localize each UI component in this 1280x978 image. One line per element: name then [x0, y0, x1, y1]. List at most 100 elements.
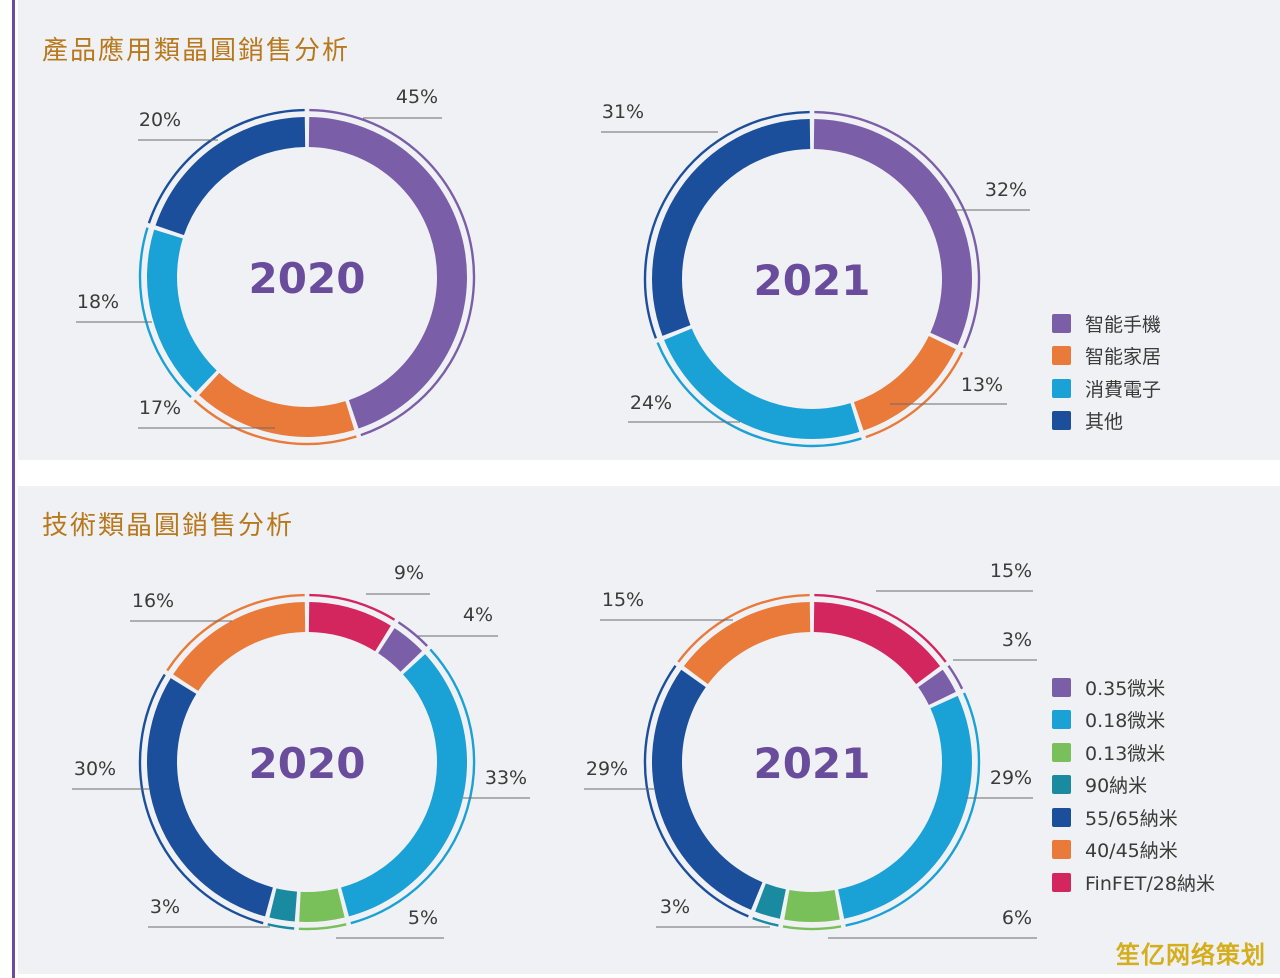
data-label: 30% — [74, 758, 116, 780]
donut-outer-ring — [138, 227, 192, 398]
data-label: 29% — [586, 758, 628, 780]
donut-slice — [651, 119, 811, 336]
center-year-label: 2020 — [249, 254, 366, 303]
donut-outer-ring — [397, 621, 428, 647]
legend-label: 0.13微米 — [1085, 742, 1166, 765]
data-label: 45% — [396, 86, 438, 108]
data-label: 3% — [1002, 629, 1032, 651]
legend-swatch — [1052, 840, 1071, 860]
donut-slice — [813, 119, 973, 346]
data-label: 15% — [602, 589, 644, 611]
legend-item: 55/65納米 — [1052, 801, 1215, 834]
legend-label: 55/65納米 — [1085, 807, 1178, 830]
donut-outer-ring — [350, 648, 476, 925]
donut-slice — [147, 229, 217, 393]
data-label: 33% — [485, 767, 527, 789]
watermark: 笙亿网络策划 — [1116, 941, 1266, 969]
data-label: 20% — [139, 109, 181, 131]
donut-outer-ring — [643, 665, 749, 918]
data-label: 17% — [139, 397, 181, 419]
donut-slice — [755, 883, 786, 919]
data-label: 6% — [1002, 907, 1032, 929]
legend-item: 智能手機 — [1052, 307, 1161, 340]
legend-label: 0.35微米 — [1085, 677, 1166, 700]
legend-label: 其他 — [1085, 411, 1124, 434]
data-label: 31% — [602, 101, 644, 123]
donut-slice — [269, 888, 298, 922]
donut-slice — [813, 602, 941, 685]
donut-outer-ring — [147, 108, 305, 224]
donut-outer-ring — [656, 342, 862, 448]
donut-slice — [308, 117, 467, 429]
data-label: 15% — [990, 560, 1032, 582]
donut-slice — [652, 669, 763, 910]
legend-swatch — [1052, 411, 1071, 431]
donut-slice — [918, 669, 956, 706]
legend-swatch — [1052, 872, 1071, 892]
product-section-title: 產品應用類晶圓銷售分析 — [42, 36, 351, 66]
donut-slice — [664, 328, 860, 439]
donut-outer-ring — [309, 108, 476, 437]
data-label: 9% — [394, 562, 424, 584]
legend-item: FinFET/28納米 — [1052, 866, 1215, 899]
data-label: 18% — [77, 291, 119, 313]
donut-slice — [155, 117, 306, 236]
center-year-label: 2021 — [754, 256, 871, 305]
left-accent-bar — [12, 0, 15, 978]
legend-swatch — [1052, 775, 1071, 795]
legend-swatch — [1052, 346, 1071, 366]
donut-slice — [784, 890, 840, 922]
donut-outer-ring — [814, 593, 947, 663]
legend-item: 其他 — [1052, 405, 1161, 438]
center-year-label: 2020 — [249, 739, 366, 788]
donut-outer-ring — [298, 923, 347, 931]
legend-swatch — [1052, 710, 1071, 730]
legend-swatch — [1052, 313, 1071, 333]
data-label: 3% — [150, 896, 180, 918]
legend-label: 消費電子 — [1085, 378, 1162, 401]
data-label: 32% — [985, 179, 1027, 201]
donut-outer-ring — [947, 665, 964, 690]
legend-item: 0.35微米 — [1052, 671, 1215, 704]
data-label: 5% — [408, 907, 438, 929]
donut-outer-ring — [267, 923, 295, 930]
donut-outer-ring — [309, 593, 396, 621]
legend-item: 0.13微米 — [1052, 736, 1215, 769]
center-year-label: 2021 — [754, 739, 871, 788]
legend-label: 40/45納米 — [1085, 840, 1178, 863]
data-label: 4% — [463, 604, 493, 626]
legend-label: 智能手機 — [1085, 313, 1162, 336]
donut-outer-ring — [814, 110, 981, 349]
donut-slice — [853, 335, 956, 431]
donut-outer-ring — [193, 399, 357, 446]
donut-slice — [378, 628, 423, 672]
donut-outer-ring — [845, 692, 981, 927]
data-label: 16% — [132, 590, 174, 612]
legend-item: 智能家居 — [1052, 340, 1161, 373]
donut-outer-ring — [677, 593, 810, 663]
legend-item: 0.18微米 — [1052, 704, 1215, 737]
donut-slice — [173, 602, 306, 691]
legend-label: FinFET/28納米 — [1085, 872, 1215, 895]
data-label: 29% — [990, 767, 1032, 789]
legend-item: 90納米 — [1052, 769, 1215, 802]
legend-swatch — [1052, 807, 1071, 827]
legend-label: 智能家居 — [1085, 346, 1162, 369]
data-label: 13% — [961, 374, 1003, 396]
legend-swatch — [1052, 742, 1071, 762]
donut-slice — [683, 602, 811, 685]
donut-outer-ring — [166, 593, 305, 672]
donut-slice — [199, 372, 355, 437]
donut-outer-ring — [782, 925, 842, 931]
legend-label: 90納米 — [1085, 775, 1148, 798]
donut-outer-ring — [752, 916, 779, 927]
donut-slice — [299, 888, 345, 922]
data-label: 24% — [630, 392, 672, 414]
donut-outer-ring — [643, 110, 810, 339]
legend-item: 40/45納米 — [1052, 834, 1215, 867]
data-label: 3% — [660, 896, 690, 918]
legend-item: 消費電子 — [1052, 372, 1161, 405]
donut-slice — [341, 654, 467, 917]
tech-legend: 0.35微米 0.18微米 0.13微米 90納米 55/65納米 40/45納米 FinF… — [1052, 671, 1215, 899]
